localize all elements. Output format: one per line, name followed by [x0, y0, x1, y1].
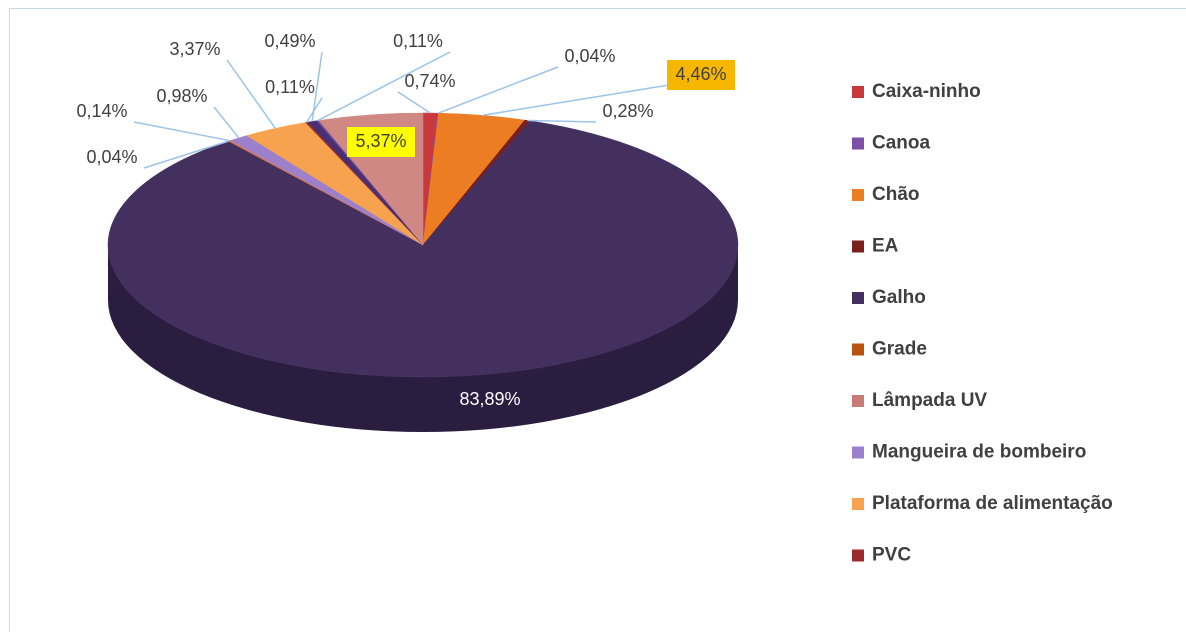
data-label: 0,11% [393, 31, 443, 51]
legend-label: Chão [872, 184, 920, 205]
leader-line [482, 84, 670, 117]
pie-slice [107, 120, 739, 378]
data-label: 4,46% [675, 64, 726, 84]
legend-swatch [852, 137, 864, 150]
chart-border [9, 8, 1186, 632]
label-highlight [667, 60, 735, 90]
data-label: 0,04% [564, 46, 615, 66]
leader-line [527, 119, 597, 123]
leader-line [143, 140, 229, 169]
leader-line [397, 91, 431, 114]
data-label: 0,28% [602, 101, 653, 121]
leader-line [226, 59, 276, 129]
data-label: 0,74% [404, 71, 455, 91]
data-label: 0,04% [86, 147, 137, 167]
legend-label: Grade [872, 339, 927, 360]
data-label: 0,14% [76, 101, 127, 121]
legend-label: Canoa [872, 133, 931, 154]
label-highlight [347, 127, 415, 157]
pie-side [108, 245, 738, 432]
leader-line [133, 121, 231, 142]
leader-line [311, 51, 323, 122]
legend-swatch [852, 240, 864, 253]
legend-swatch [852, 343, 864, 356]
data-label: 0,98% [156, 86, 207, 106]
legend-swatch [852, 86, 864, 98]
legend-swatch [852, 292, 864, 304]
leader-line [213, 106, 240, 139]
legend-swatch [852, 446, 864, 459]
legend-label: Lâmpada UV [872, 390, 987, 411]
legend-swatch [852, 498, 864, 510]
legend-label: Caixa-ninho [872, 81, 981, 102]
legend-label: PVC [872, 545, 911, 566]
legend-label: Plataforma de alimentação [872, 493, 1113, 514]
legend-swatch [852, 395, 864, 407]
leader-line [437, 66, 559, 114]
legend-label: EA [872, 236, 899, 257]
legend-label: Galho [872, 287, 926, 308]
legend-swatch [852, 549, 864, 562]
data-label: 0,11% [265, 77, 315, 97]
legend-label: Mangueira de bombeiro [872, 442, 1086, 463]
data-label: 5,37% [355, 131, 406, 151]
data-label: 0,49% [264, 31, 315, 51]
legend-swatch [852, 189, 864, 201]
leader-line [317, 51, 451, 122]
data-label: 83,89% [459, 389, 520, 409]
data-label: 3,37% [169, 39, 220, 59]
